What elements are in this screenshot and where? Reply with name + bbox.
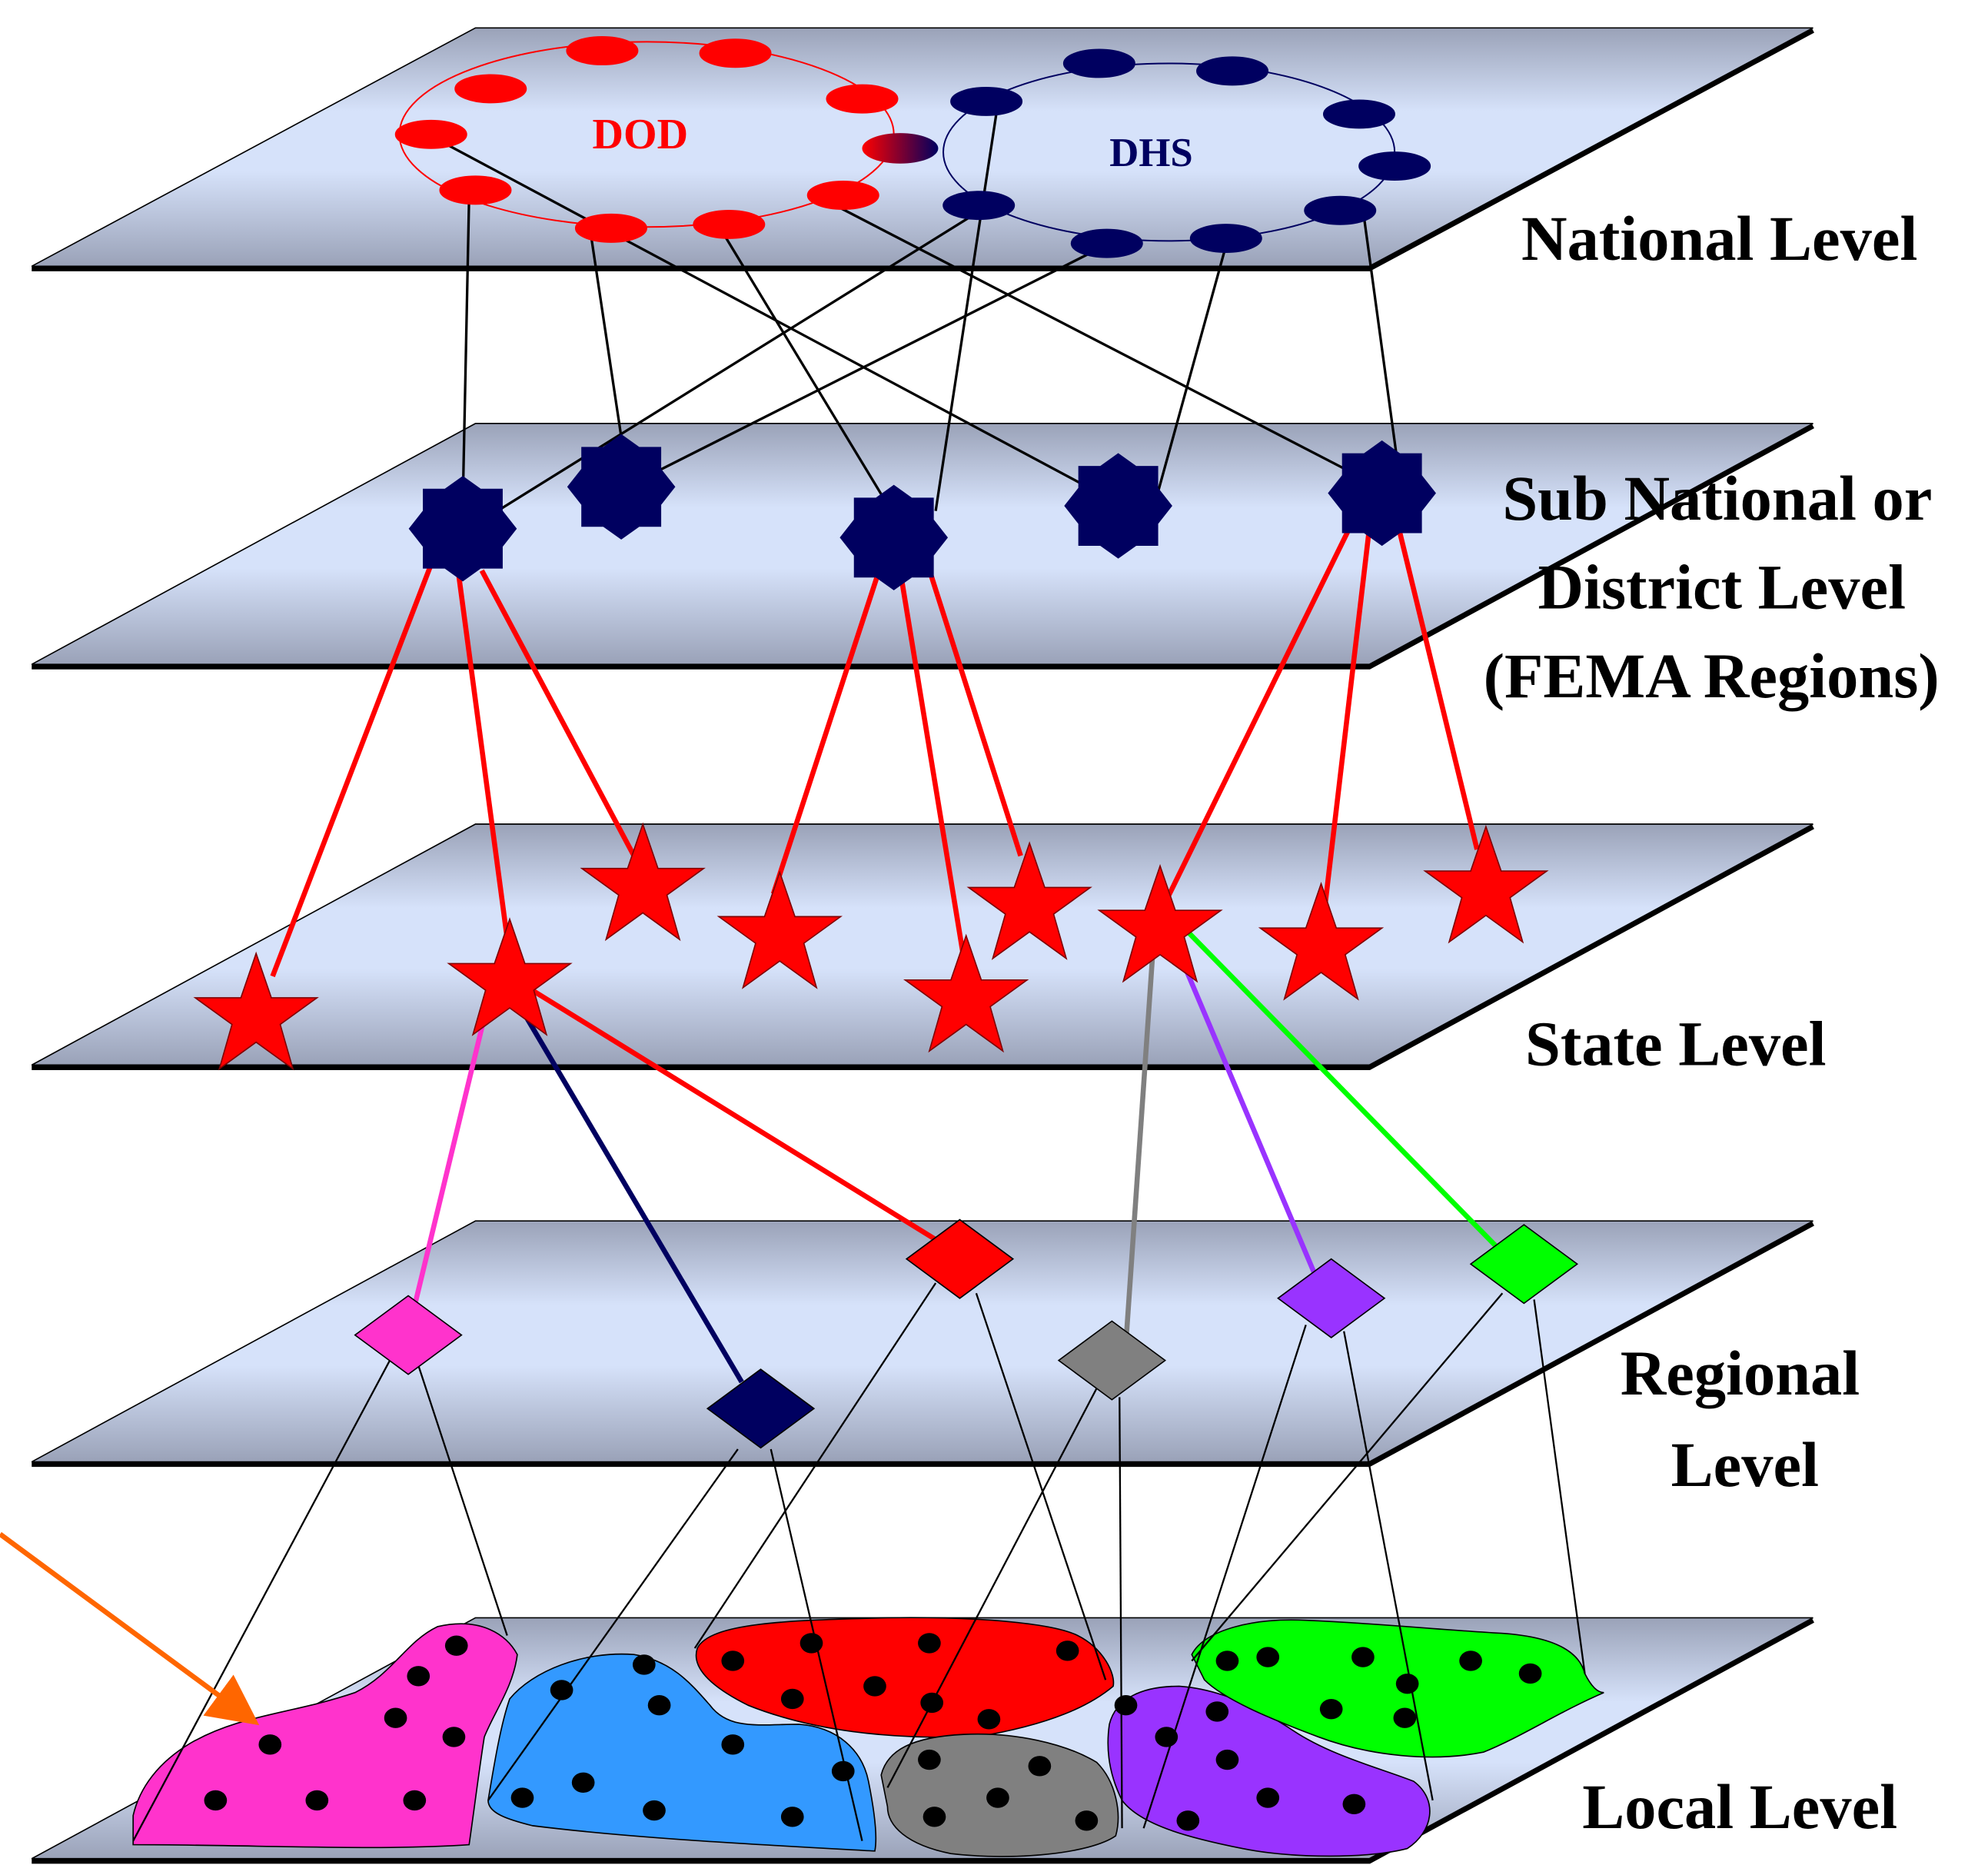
dhs-node <box>942 191 1016 221</box>
fema-region-node <box>839 484 949 590</box>
fema-region-node <box>1064 453 1172 559</box>
orange-arrow-icon <box>0 1531 260 1726</box>
dhs-node <box>1196 56 1269 86</box>
connections-regional-local <box>132 1282 1586 1842</box>
regional-node-green <box>1469 1224 1579 1305</box>
regional-node-gray <box>1057 1320 1167 1401</box>
subnational-nodes <box>408 434 1436 590</box>
dod-node <box>454 74 527 104</box>
plane-state <box>31 823 1814 1070</box>
connections-subnational-state <box>270 499 1480 978</box>
state-node <box>580 822 706 942</box>
state-node <box>447 917 573 1036</box>
dod-node <box>394 119 467 149</box>
state-node <box>1097 863 1223 983</box>
dhs-node <box>950 86 1023 116</box>
label-subnational-line3: (FEMA Regions) <box>1484 641 1940 711</box>
dhs-node <box>1070 228 1143 258</box>
dhs-label: DHS <box>1109 131 1193 175</box>
dod-node <box>826 84 899 114</box>
dod-node <box>439 175 512 205</box>
dod-node <box>566 36 639 65</box>
label-subnational-line1: Sub National or <box>1502 464 1932 534</box>
dhs-node <box>1189 224 1262 254</box>
regional-node-red <box>905 1218 1015 1299</box>
state-node <box>193 951 319 1071</box>
dod-cluster: DOD <box>394 36 899 243</box>
dod-dhs-shared-node <box>862 133 939 164</box>
state-node <box>716 870 843 989</box>
label-state-level: State Level <box>1525 1009 1827 1079</box>
label-local-level: Local Level <box>1582 1772 1897 1842</box>
dhs-node <box>1358 151 1431 181</box>
dod-node <box>699 38 772 68</box>
dod-node <box>806 181 879 210</box>
dhs-node <box>1322 99 1395 129</box>
regional-node-navy <box>706 1368 816 1449</box>
dhs-cluster: DHS <box>862 48 1431 258</box>
dod-node <box>574 213 647 243</box>
dhs-node <box>1062 48 1135 78</box>
local-areas <box>132 1617 1604 1857</box>
regional-node-purple <box>1277 1258 1386 1338</box>
fema-region-node <box>1328 440 1436 547</box>
dod-label: DOD <box>593 111 689 158</box>
fema-region-node <box>567 434 676 540</box>
state-node <box>1423 824 1549 944</box>
state-node <box>966 841 1092 960</box>
dod-node <box>693 209 766 239</box>
fema-region-node <box>408 476 517 582</box>
plane-regional <box>31 1220 1814 1468</box>
state-node <box>903 933 1029 1053</box>
regional-nodes <box>354 1218 1579 1449</box>
label-regional-line2: Level <box>1671 1430 1819 1500</box>
connections-state-regional <box>412 923 1501 1384</box>
label-regional-line1: Regional <box>1621 1338 1860 1408</box>
state-nodes <box>193 822 1549 1071</box>
local-area-red <box>695 1617 1115 1738</box>
connections-national-subnational <box>437 103 1399 534</box>
dhs-node <box>1304 195 1377 225</box>
label-subnational-line2: District Level <box>1538 553 1907 623</box>
state-node <box>1258 881 1385 1001</box>
regional-node-pink <box>354 1295 463 1375</box>
label-national-level: National Level <box>1521 204 1917 274</box>
local-area-blue <box>487 1653 877 1852</box>
